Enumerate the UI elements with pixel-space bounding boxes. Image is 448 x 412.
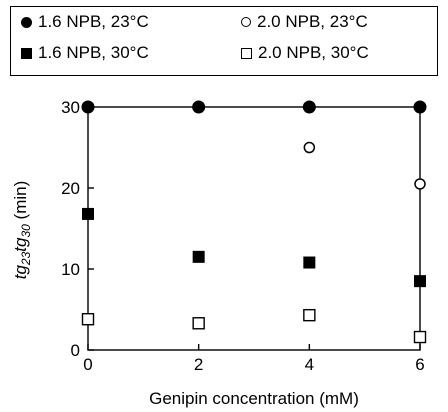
open-circle-marker-icon [241, 17, 251, 27]
legend-label-1: 1.6 NPB, 23°C [38, 12, 149, 31]
data-marks [81, 100, 427, 344]
plot-frame [87, 106, 421, 351]
point-filled-square [303, 256, 316, 269]
y-tick-label: 10 [61, 260, 80, 279]
legend: 1.6 NPB, 23°C 2.0 NPB, 23°C 1.6 NPB, 30°… [10, 6, 438, 76]
point-open-circle [414, 178, 426, 190]
x-tick-label: 4 [305, 355, 314, 374]
legend-label-2: 2.0 NPB, 23°C [257, 12, 368, 31]
point-filled-square [82, 207, 94, 220]
point-open-circle [303, 141, 316, 154]
point-filled-square [192, 250, 205, 263]
y-tick-label: 30 [61, 98, 80, 117]
axes: 0 2 4 6 0 10 20 30 [61, 98, 425, 374]
point-filled-square [414, 275, 426, 288]
point-open-square [192, 317, 205, 330]
legend-entry-1: 1.6 NPB, 23°C [21, 12, 149, 32]
x-tick-label: 0 [83, 355, 92, 374]
point-open-square [303, 308, 316, 322]
x-axis-label: Genipin concentration (mM) [149, 389, 359, 408]
filled-square-marker-icon [21, 47, 32, 59]
legend-entry-2: 2.0 NPB, 23°C [241, 12, 368, 32]
point-filled-circle [192, 100, 206, 114]
point-filled-circle [302, 100, 316, 114]
y-tick-label: 20 [61, 179, 80, 198]
open-square-marker-icon [241, 47, 252, 59]
point-open-square [81, 313, 95, 326]
x-tick-label: 2 [194, 355, 203, 374]
legend-label-3: 1.6 NPB, 30°C [38, 43, 149, 62]
legend-entry-3: 1.6 NPB, 30°C [21, 43, 149, 63]
point-filled-circle [413, 100, 427, 114]
legend-entry-4: 2.0 NPB, 30°C [241, 43, 369, 63]
legend-label-4: 2.0 NPB, 30°C [258, 43, 369, 62]
y-tick-label: 0 [71, 341, 80, 360]
x-tick-label: 6 [415, 355, 424, 374]
y-axis-label: tg23tg30 (min) [11, 181, 33, 280]
point-open-square [413, 330, 427, 344]
point-filled-circle [81, 100, 95, 114]
filled-circle-marker-icon [21, 16, 32, 28]
